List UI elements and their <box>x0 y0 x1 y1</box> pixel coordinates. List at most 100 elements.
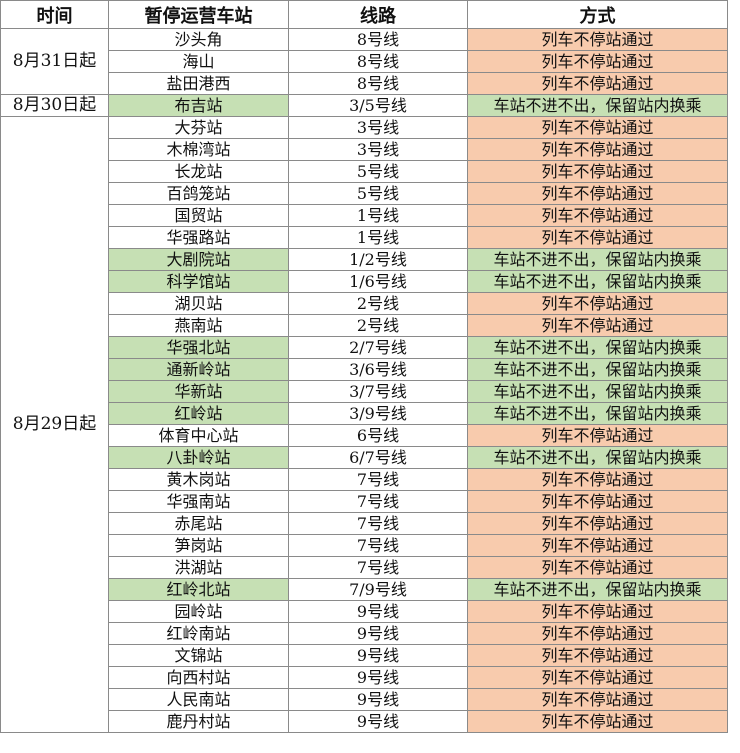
table-row: 向西村站 9号线 列车不停站通过 <box>1 666 728 689</box>
table-row: 红岭南站 9号线 列车不停站通过 <box>1 622 728 645</box>
station-cell: 华新站 <box>108 380 289 403</box>
line-cell: 3号线 <box>288 138 468 161</box>
header-cell: 线路 <box>288 0 468 29</box>
method-cell: 列车不停站通过 <box>467 138 728 161</box>
method-cell: 列车不停站通过 <box>467 556 728 579</box>
method-cell: 车站不进不出，保留站内换乘 <box>467 336 728 359</box>
line-cell: 7号线 <box>288 490 468 513</box>
station-cell: 洪湖站 <box>108 556 289 579</box>
line-cell: 5号线 <box>288 160 468 183</box>
station-cell: 湖贝站 <box>108 292 289 315</box>
station-cell: 八卦岭站 <box>108 446 289 469</box>
table-row: 通新岭站 3/6号线 车站不进不出，保留站内换乘 <box>1 358 728 381</box>
line-cell: 7号线 <box>288 512 468 535</box>
station-cell: 海山 <box>108 50 289 73</box>
station-cell: 红岭北站 <box>108 578 289 601</box>
header-cell: 时间 <box>0 0 109 29</box>
line-cell: 9号线 <box>288 644 468 667</box>
line-cell: 9号线 <box>288 688 468 711</box>
station-cell: 燕南站 <box>108 314 289 337</box>
station-cell: 华强南站 <box>108 490 289 513</box>
table-row: 大剧院站 1/2号线 车站不进不出，保留站内换乘 <box>1 248 728 271</box>
method-cell: 列车不停站通过 <box>467 468 728 491</box>
line-cell: 1号线 <box>288 226 468 249</box>
station-cell: 盐田港西 <box>108 72 289 95</box>
station-cell: 文锦站 <box>108 644 289 667</box>
method-cell: 列车不停站通过 <box>467 50 728 73</box>
table-row: 文锦站 9号线 列车不停站通过 <box>1 644 728 667</box>
table-row: 黄木岗站 7号线 列车不停站通过 <box>1 468 728 491</box>
table-row: 科学馆站 1/6号线 车站不进不出，保留站内换乘 <box>1 270 728 293</box>
line-cell: 3/9号线 <box>288 402 468 425</box>
table-row: 体育中心站 6号线 列车不停站通过 <box>1 424 728 447</box>
line-cell: 7/9号线 <box>288 578 468 601</box>
table-row: 红岭北站 7/9号线 车站不进不出，保留站内换乘 <box>1 578 728 601</box>
station-cell: 向西村站 <box>108 666 289 689</box>
table-row: 长龙站 5号线 列车不停站通过 <box>1 160 728 183</box>
line-cell: 3/5号线 <box>288 94 468 117</box>
table-row: 百鸽笼站 5号线 列车不停站通过 <box>1 182 728 205</box>
station-cell: 通新岭站 <box>108 358 289 381</box>
station-cell: 布吉站 <box>108 94 289 117</box>
station-cell: 人民南站 <box>108 688 289 711</box>
line-cell: 3/6号线 <box>288 358 468 381</box>
method-cell: 列车不停站通过 <box>467 72 728 95</box>
table-row: 8月31日起 沙头角 8号线 列车不停站通过 <box>0 28 728 95</box>
table-row: 8月30日起 布吉站 3/5号线 车站不进不出，保留站内换乘 <box>0 94 728 117</box>
station-cell: 华强北站 <box>108 336 289 359</box>
suspension-table: 时间 暂停运营车站 线路 方式 8月31日起 沙头角 8号线 列车不停站通过 海山 8号线 列车不… <box>0 0 728 733</box>
station-cell: 大芬站 <box>108 116 289 139</box>
line-cell: 3号线 <box>288 116 468 139</box>
header-row: 时间 暂停运营车站 线路 方式 <box>0 0 728 29</box>
table-row: 华新站 3/7号线 车站不进不出，保留站内换乘 <box>1 380 728 403</box>
method-cell: 列车不停站通过 <box>467 28 728 51</box>
station-cell: 黄木岗站 <box>108 468 289 491</box>
table-body: 8月31日起 沙头角 8号线 列车不停站通过 海山 8号线 列车不停站通过 盐田港西 8号线 列车… <box>0 28 728 733</box>
line-cell: 1/2号线 <box>288 248 468 271</box>
station-cell: 木棉湾站 <box>108 138 289 161</box>
station-cell: 体育中心站 <box>108 424 289 447</box>
method-cell: 列车不停站通过 <box>467 204 728 227</box>
method-cell: 列车不停站通过 <box>467 490 728 513</box>
method-cell: 列车不停站通过 <box>467 666 728 689</box>
table-row: 华强路站 1号线 列车不停站通过 <box>1 226 728 249</box>
station-cell: 大剧院站 <box>108 248 289 271</box>
line-cell: 6/7号线 <box>288 446 468 469</box>
line-cell: 7号线 <box>288 468 468 491</box>
line-cell: 8号线 <box>288 50 468 73</box>
method-cell: 车站不进不出，保留站内换乘 <box>467 380 728 403</box>
line-cell: 8号线 <box>288 72 468 95</box>
method-cell: 列车不停站通过 <box>467 160 728 183</box>
method-cell: 列车不停站通过 <box>467 512 728 535</box>
header-cell: 方式 <box>467 0 728 29</box>
method-cell: 车站不进不出，保留站内换乘 <box>467 446 728 469</box>
station-cell: 红岭站 <box>108 402 289 425</box>
method-cell: 列车不停站通过 <box>467 534 728 557</box>
table-row: 木棉湾站 3号线 列车不停站通过 <box>1 138 728 161</box>
method-cell: 列车不停站通过 <box>467 644 728 667</box>
line-cell: 2号线 <box>288 292 468 315</box>
line-cell: 9号线 <box>288 600 468 623</box>
line-cell: 9号线 <box>288 710 468 733</box>
time-cell: 8月30日起 <box>0 94 109 117</box>
table-row: 园岭站 9号线 列车不停站通过 <box>1 600 728 623</box>
method-cell: 列车不停站通过 <box>467 314 728 337</box>
method-cell: 列车不停站通过 <box>467 688 728 711</box>
table-row: 华强北站 2/7号线 车站不进不出，保留站内换乘 <box>1 336 728 359</box>
station-cell: 红岭南站 <box>108 622 289 645</box>
method-cell: 列车不停站通过 <box>467 424 728 447</box>
method-cell: 车站不进不出，保留站内换乘 <box>467 248 728 271</box>
station-cell: 园岭站 <box>108 600 289 623</box>
method-cell: 车站不进不出，保留站内换乘 <box>467 94 728 117</box>
line-cell: 2号线 <box>288 314 468 337</box>
station-cell: 长龙站 <box>108 160 289 183</box>
table-row: 八卦岭站 6/7号线 车站不进不出，保留站内换乘 <box>1 446 728 469</box>
method-cell: 列车不停站通过 <box>467 116 728 139</box>
table-row: 洪湖站 7号线 列车不停站通过 <box>1 556 728 579</box>
time-cell: 8月29日起 <box>0 116 109 733</box>
table-row: 红岭站 3/9号线 车站不进不出，保留站内换乘 <box>1 402 728 425</box>
station-cell: 沙头角 <box>108 28 289 51</box>
method-cell: 列车不停站通过 <box>467 292 728 315</box>
line-cell: 2/7号线 <box>288 336 468 359</box>
